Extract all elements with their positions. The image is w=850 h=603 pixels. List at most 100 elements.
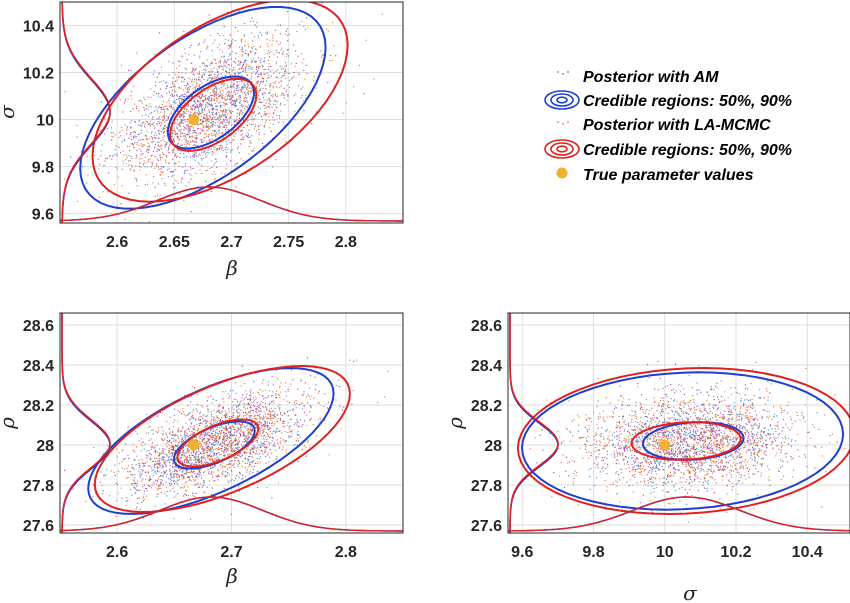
sample-point bbox=[142, 463, 144, 465]
sample-point bbox=[250, 422, 252, 424]
sample-point bbox=[291, 429, 293, 431]
sample-point bbox=[277, 482, 279, 484]
sample-point bbox=[234, 422, 236, 424]
sample-point bbox=[265, 397, 267, 399]
sample-point bbox=[135, 154, 137, 156]
sample-point bbox=[262, 379, 264, 381]
sample-point bbox=[251, 461, 253, 463]
sample-point bbox=[239, 71, 241, 73]
sample-point bbox=[159, 88, 161, 90]
sample-point bbox=[134, 132, 136, 134]
sample-point bbox=[305, 94, 307, 96]
sample-point bbox=[271, 437, 273, 439]
sample-point bbox=[213, 416, 215, 418]
sample-point bbox=[177, 493, 179, 495]
sample-point bbox=[149, 125, 151, 127]
sample-point bbox=[240, 143, 242, 145]
sample-point bbox=[187, 476, 189, 478]
sample-point bbox=[250, 90, 252, 92]
sample-point bbox=[211, 433, 213, 435]
sample-point bbox=[206, 420, 208, 422]
sample-point bbox=[186, 121, 188, 123]
sample-point bbox=[236, 406, 238, 408]
sample-point bbox=[217, 448, 219, 450]
sample-point bbox=[151, 446, 153, 448]
sample-point bbox=[272, 94, 274, 96]
sample-point bbox=[201, 140, 203, 142]
sample-point bbox=[162, 448, 164, 450]
sample-point bbox=[315, 111, 317, 113]
sample-point bbox=[202, 120, 204, 122]
sample-point bbox=[220, 87, 222, 89]
sample-point bbox=[227, 63, 229, 65]
sample-point bbox=[243, 83, 245, 85]
sample-point bbox=[272, 123, 274, 125]
sample-point bbox=[155, 106, 157, 108]
sample-point bbox=[176, 107, 178, 109]
sample-point bbox=[184, 456, 186, 458]
sample-point bbox=[172, 83, 174, 85]
sample-point bbox=[184, 121, 186, 123]
sample-point bbox=[214, 162, 216, 164]
sample-point bbox=[251, 81, 253, 83]
sample-point bbox=[245, 105, 247, 107]
sample-point bbox=[284, 66, 286, 68]
sample-point bbox=[213, 134, 215, 136]
sample-point bbox=[160, 453, 162, 455]
sample-point bbox=[233, 72, 235, 74]
sample-point bbox=[222, 67, 224, 69]
sample-point bbox=[264, 57, 266, 59]
sample-point bbox=[124, 218, 126, 220]
sample-point bbox=[185, 429, 187, 431]
sample-point bbox=[246, 88, 248, 90]
sample-point bbox=[243, 35, 245, 37]
sample-point bbox=[240, 130, 242, 132]
sample-point bbox=[116, 500, 118, 502]
sample-point bbox=[165, 82, 167, 84]
sample-point bbox=[216, 149, 218, 151]
sample-point bbox=[142, 164, 144, 166]
sample-point bbox=[192, 451, 194, 453]
sample-point bbox=[236, 122, 238, 124]
sample-point bbox=[172, 430, 174, 432]
sample-point bbox=[303, 393, 305, 395]
sample-point bbox=[244, 467, 246, 469]
sample-point bbox=[165, 88, 167, 90]
sample-point bbox=[223, 415, 225, 417]
sample-point bbox=[256, 82, 258, 84]
sample-point bbox=[139, 467, 141, 469]
sample-point bbox=[183, 200, 185, 202]
sample-point bbox=[233, 66, 235, 68]
sample-point bbox=[248, 458, 250, 460]
sample-point bbox=[193, 108, 195, 110]
sample-point bbox=[257, 487, 259, 489]
sample-point bbox=[172, 440, 174, 442]
sample-point bbox=[201, 447, 203, 449]
sample-point bbox=[273, 430, 275, 432]
sample-point bbox=[76, 136, 78, 138]
sample-point bbox=[314, 367, 316, 369]
sample-point bbox=[210, 80, 212, 82]
sample-point bbox=[217, 117, 219, 119]
sample-point bbox=[253, 401, 255, 403]
sample-point bbox=[253, 445, 255, 447]
sample-point bbox=[155, 473, 157, 475]
sample-point bbox=[228, 418, 230, 420]
sample-point bbox=[176, 474, 178, 476]
sample-point bbox=[219, 59, 221, 61]
sample-point bbox=[210, 449, 212, 451]
sample-point bbox=[118, 470, 120, 472]
sample-point bbox=[269, 456, 271, 458]
sample-point bbox=[274, 412, 276, 414]
sample-point bbox=[248, 403, 250, 405]
sample-point bbox=[212, 460, 214, 462]
sample-point bbox=[206, 169, 208, 171]
sample-point bbox=[208, 140, 210, 142]
sample-point bbox=[217, 409, 219, 411]
sample-point bbox=[180, 151, 182, 153]
sample-point bbox=[222, 407, 224, 409]
sample-point bbox=[187, 91, 189, 93]
sample-point bbox=[157, 427, 159, 429]
sample-point bbox=[104, 133, 106, 135]
sample-point bbox=[192, 452, 194, 454]
